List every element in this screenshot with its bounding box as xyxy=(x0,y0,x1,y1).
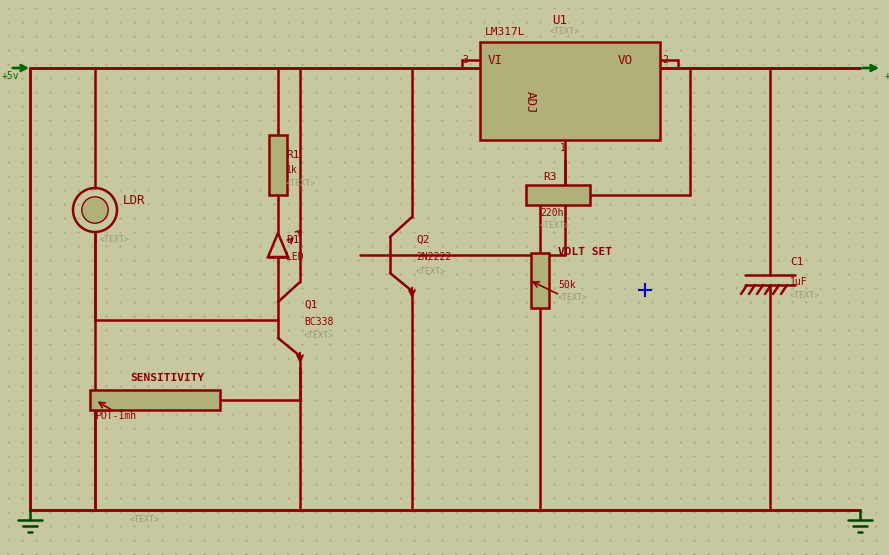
Text: <TEXT>: <TEXT> xyxy=(304,331,334,341)
Text: LM317L: LM317L xyxy=(485,27,525,37)
Text: ADJ: ADJ xyxy=(524,91,536,113)
Bar xyxy=(480,42,660,140)
Text: 2N2222: 2N2222 xyxy=(416,252,452,262)
Bar xyxy=(531,253,549,308)
Text: D1: D1 xyxy=(286,235,300,245)
Text: VI: VI xyxy=(488,53,503,67)
Text: LDR: LDR xyxy=(123,194,146,206)
Text: R3: R3 xyxy=(543,172,557,182)
Text: 3: 3 xyxy=(462,55,468,65)
Text: <TEXT>: <TEXT> xyxy=(558,294,588,302)
Text: POT-1mh: POT-1mh xyxy=(95,411,136,421)
Text: <TEXT>: <TEXT> xyxy=(100,235,130,245)
Text: <TEXT>: <TEXT> xyxy=(550,28,580,37)
Text: BC338: BC338 xyxy=(304,317,333,327)
Text: <TEXT>: <TEXT> xyxy=(540,220,570,230)
Bar xyxy=(269,135,287,195)
Text: VOLT SET: VOLT SET xyxy=(558,247,612,257)
Text: <TEXT>: <TEXT> xyxy=(416,266,446,275)
Text: VO: VO xyxy=(618,53,633,67)
Bar xyxy=(90,390,220,410)
Text: <TEXT>: <TEXT> xyxy=(790,290,820,300)
Text: LED: LED xyxy=(286,252,304,262)
Text: C1: C1 xyxy=(790,257,804,267)
Text: 1k: 1k xyxy=(286,165,298,175)
Text: 2: 2 xyxy=(662,55,668,65)
Text: 1uF: 1uF xyxy=(790,277,807,287)
Text: Q1: Q1 xyxy=(304,300,317,310)
Text: <TEXT>: <TEXT> xyxy=(286,179,316,188)
Text: 1: 1 xyxy=(560,143,566,153)
Text: U1: U1 xyxy=(552,13,567,27)
Text: SENSITIVITY: SENSITIVITY xyxy=(130,373,204,383)
Circle shape xyxy=(82,197,108,223)
Text: R1: R1 xyxy=(286,150,300,160)
Text: +5v: +5v xyxy=(2,71,20,81)
Text: +3v: +3v xyxy=(885,71,889,81)
Bar xyxy=(526,185,590,205)
Text: 220h: 220h xyxy=(540,208,564,218)
Text: 50k: 50k xyxy=(558,280,575,290)
Text: <TEXT>: <TEXT> xyxy=(130,516,160,524)
Text: Q2: Q2 xyxy=(416,235,429,245)
